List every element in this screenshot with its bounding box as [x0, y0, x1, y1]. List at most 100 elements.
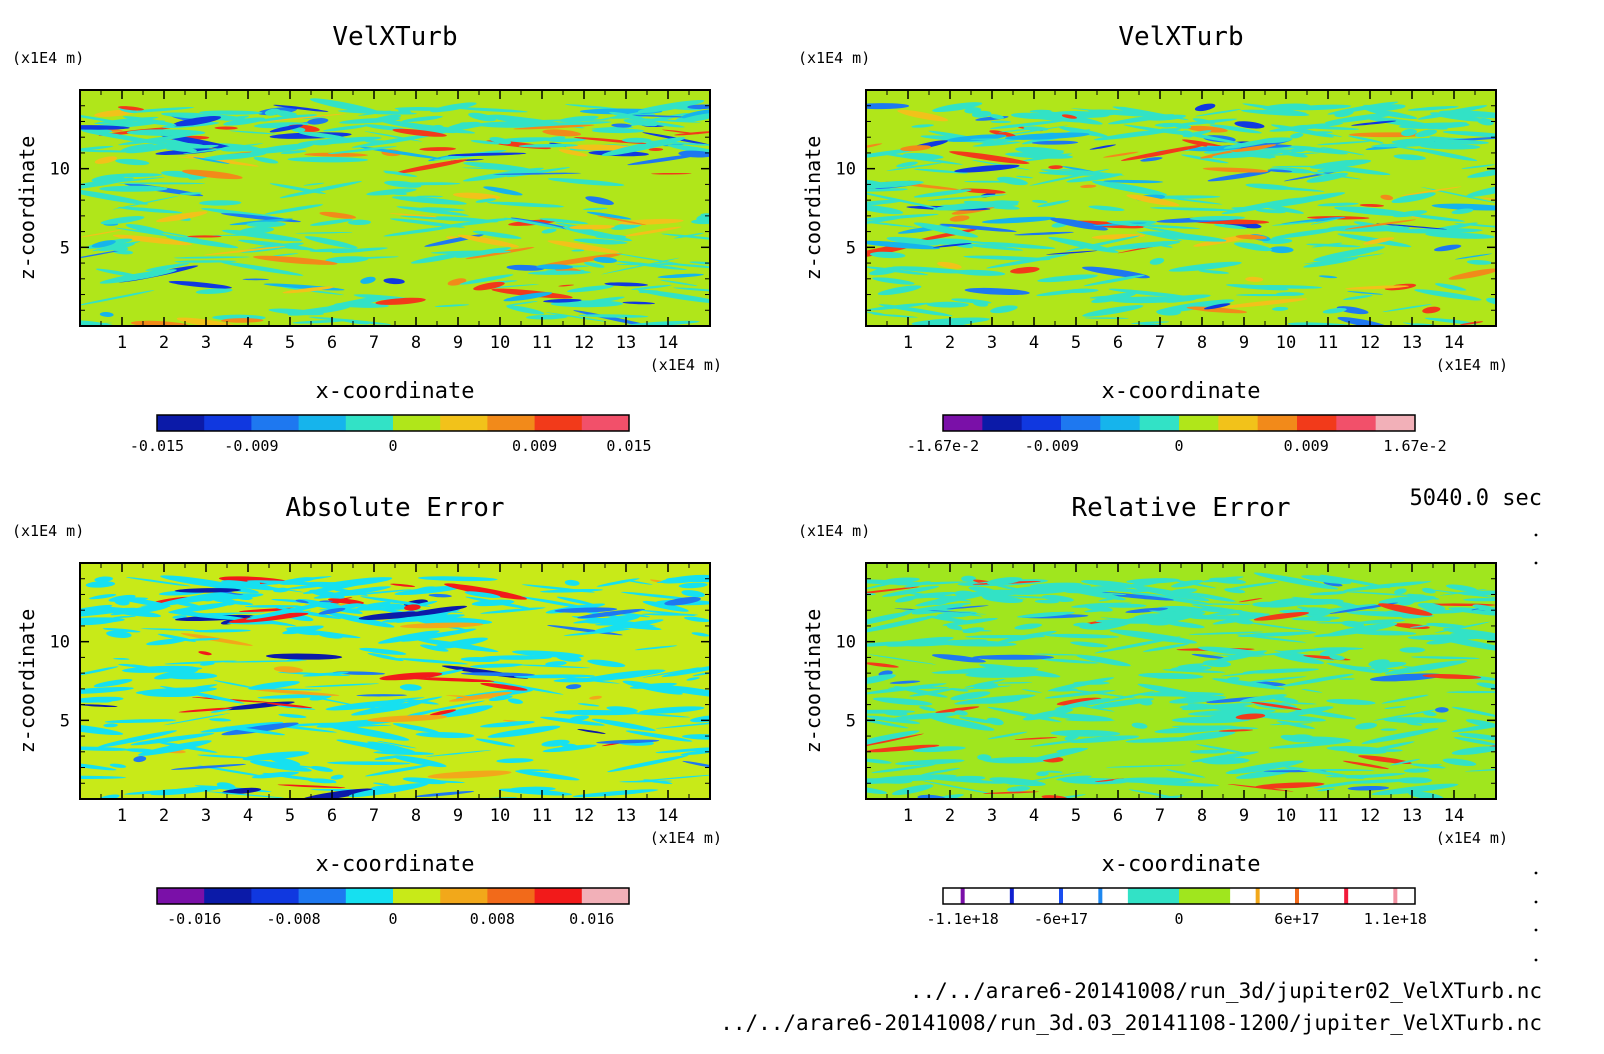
field-patch: [913, 222, 979, 238]
field-patch: [1253, 611, 1310, 621]
field-patch: [1093, 128, 1182, 141]
field-patch: [1158, 244, 1173, 248]
field-patch: [1092, 180, 1167, 196]
field-patch: [1056, 747, 1084, 753]
field-patch: [1325, 622, 1398, 637]
field-patch: [1056, 775, 1092, 781]
field-patch: [334, 589, 356, 593]
field-patch: [1343, 295, 1373, 300]
field-patch: [591, 128, 645, 134]
field-patch: [168, 611, 249, 621]
field-patch: [545, 312, 607, 322]
field-patch: [171, 763, 247, 770]
field-patch: [1384, 705, 1407, 709]
field-patch: [1272, 696, 1299, 703]
field-patch: [481, 679, 564, 695]
field-patch: [637, 107, 664, 113]
field-patch: [1313, 781, 1361, 789]
panel-4: Relative Error(x1E4 m)(x1E4 m)1 2 3 4 5 6 7 8 9 1…: [798, 493, 1508, 928]
heatmap-field: [80, 563, 710, 799]
colorbar-segment: [204, 888, 252, 904]
field-patch: [958, 716, 998, 724]
field-patch: [407, 711, 432, 717]
field-patch: [1207, 170, 1271, 182]
field-patch: [1068, 735, 1140, 744]
colorbar-tick-label: 0.009: [1284, 437, 1329, 455]
colorbar-tick-label: 1.67e-2: [1383, 437, 1446, 455]
field-patch: [1368, 659, 1390, 667]
field-patch: [1425, 589, 1496, 599]
field-patch: [1066, 173, 1123, 183]
heatmap-field: [866, 563, 1496, 799]
field-patch: [591, 718, 656, 731]
x-unit-label: (x1E4 m): [650, 356, 722, 374]
field-patch: [577, 608, 645, 619]
field-patch: [356, 694, 408, 697]
field-patch: [964, 287, 1030, 296]
colorbar-segment: [298, 888, 347, 904]
field-patch: [1422, 306, 1441, 314]
field-patch: [266, 702, 313, 709]
field-patch: [540, 716, 605, 726]
field-patch: [1023, 126, 1049, 131]
field-patch: [1472, 604, 1496, 612]
field-patch: [344, 256, 399, 260]
field-patch: [990, 120, 1012, 124]
field-patch: [261, 688, 322, 691]
field-patch: [1391, 192, 1436, 204]
field-patch: [383, 170, 418, 177]
field-patch: [1084, 608, 1108, 613]
field-patch: [1064, 734, 1079, 741]
x-tick-label: 10: [490, 806, 510, 826]
field-patch: [1149, 257, 1165, 265]
field-patch: [1166, 197, 1223, 205]
field-patch: [866, 180, 924, 189]
field-patch: [264, 108, 281, 116]
field-patch: [359, 647, 407, 655]
field-patch: [100, 216, 145, 225]
field-patch: [130, 732, 215, 746]
field-patch: [126, 129, 206, 136]
field-patch: [541, 739, 570, 747]
field-patch: [634, 645, 678, 651]
field-patch: [1477, 118, 1494, 126]
colorbar-marker: [1295, 888, 1299, 904]
field-patch: [660, 279, 698, 286]
y-axis-label: z-coordinate: [15, 136, 39, 281]
field-patch: [295, 599, 309, 604]
field-patch: [1014, 737, 1058, 740]
field-patch: [318, 607, 346, 615]
field-patch: [989, 130, 1016, 138]
field-patch: [1461, 164, 1496, 169]
field-patch: [205, 791, 285, 799]
colorbar-segment: [251, 888, 300, 904]
colorbar-segment: [1297, 415, 1337, 431]
field-patch: [114, 598, 130, 606]
field-patch: [441, 218, 513, 228]
field-patch: [922, 780, 995, 795]
field-patch: [946, 134, 1007, 142]
field-patch: [1380, 194, 1394, 201]
field-patch: [1317, 788, 1336, 792]
field-patch: [1209, 704, 1259, 713]
field-patch: [300, 788, 374, 799]
field-patch: [1239, 621, 1314, 632]
field-patch: [480, 721, 535, 728]
colorbar-marker: [960, 888, 965, 904]
field-patch: [586, 211, 632, 220]
field-patch: [334, 302, 389, 308]
field-patch: [1466, 260, 1492, 265]
field-patch: [622, 680, 683, 695]
field-patch: [573, 238, 628, 245]
field-patch: [1108, 114, 1175, 125]
colorbar-segment: [1336, 415, 1377, 431]
field-patch: [1212, 654, 1264, 657]
field-patch: [193, 157, 230, 164]
field-patch: [112, 234, 192, 246]
field-patch: [165, 235, 239, 249]
x-axis-ticks: 1 2 3 4 5 6 7 8 9 10 11 12 13 14: [100, 90, 690, 353]
colorbar-segment: [1179, 415, 1219, 431]
field-patch: [989, 777, 1046, 787]
field-patch: [392, 723, 439, 733]
field-patch: [1271, 221, 1317, 226]
